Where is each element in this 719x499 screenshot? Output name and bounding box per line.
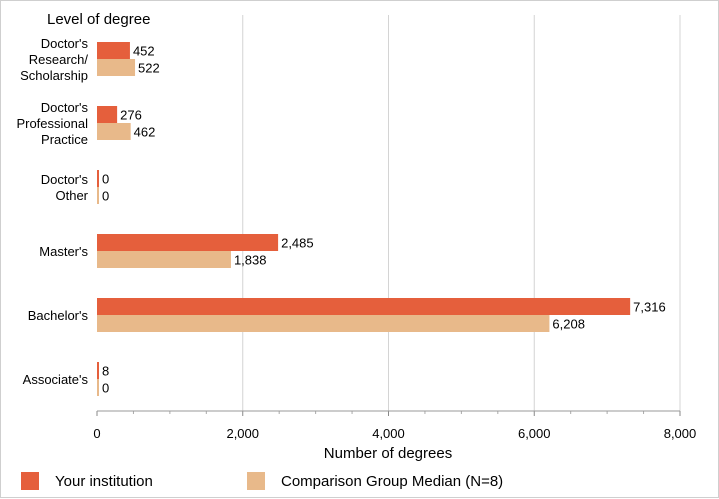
- y-category-label-line: Master's: [39, 244, 88, 259]
- bar-value-labels: 452 522 276 462 0 0 2,485 1,838 7,316 6,208 8 0: [102, 44, 666, 396]
- bar-comparison-median: [97, 59, 136, 76]
- x-tick-label: 8,000: [664, 426, 697, 441]
- bar-value-label: 452: [133, 44, 155, 59]
- y-category-label-line: Associate's: [23, 372, 89, 387]
- bar-comparison-median: [97, 379, 99, 396]
- y-category-label: Doctor's Professional Practice: [16, 100, 88, 147]
- x-axis: 0 2,000 4,000 6,000 8,000: [93, 410, 697, 441]
- bar-comparison-median: [97, 251, 231, 268]
- bar-value-label: 0: [102, 172, 109, 187]
- x-tick-label: 4,000: [372, 426, 405, 441]
- legend-swatch-your-institution: [21, 472, 39, 490]
- legend-swatch-comparison-median: [247, 472, 265, 490]
- bar-value-label: 2,485: [281, 236, 314, 251]
- bar-value-label: 0: [102, 381, 109, 396]
- y-category-label-line: Research/: [29, 52, 89, 67]
- y-category-label: Doctor's Research/Scholarship: [20, 36, 88, 83]
- y-category-label: Master's: [39, 244, 88, 259]
- x-tick-label: 0: [93, 426, 100, 441]
- y-category-label: Doctor's Other: [41, 172, 89, 203]
- legend-label-comparison-median: Comparison Group Median (N=8): [281, 472, 504, 490]
- bars: [97, 42, 631, 396]
- bar-your-institution: [97, 298, 631, 315]
- y-category-label-line: Doctor's: [41, 36, 89, 51]
- y-category-label: Associate's: [23, 372, 89, 387]
- y-category-label-line: Scholarship: [20, 68, 88, 83]
- legend-item-comparison-median: Comparison Group Median (N=8): [247, 471, 503, 491]
- bar-value-label: 276: [120, 108, 142, 123]
- chart-title: Level of degree: [47, 11, 150, 28]
- bar-chart: Level of degree 0 2,000 4,000 6,000 8,000 Do…: [16, 11, 697, 461]
- bar-your-institution: [97, 362, 99, 379]
- gridlines: [242, 15, 681, 411]
- y-category-label-line: Doctor's: [41, 100, 89, 115]
- bar-value-label: 8: [102, 364, 109, 379]
- y-category-label-line: Bachelor's: [28, 308, 89, 323]
- bar-value-label: 462: [134, 125, 156, 140]
- bar-your-institution: [97, 170, 99, 187]
- bar-value-label: 1,838: [234, 253, 267, 268]
- bar-your-institution: [97, 234, 279, 251]
- bar-value-label: 7,316: [633, 300, 666, 315]
- bar-your-institution: [97, 106, 118, 123]
- legend-item-your-institution: Your institution: [21, 471, 153, 491]
- legend-label-your-institution: Your institution: [55, 472, 153, 490]
- x-axis-label: Number of degrees: [324, 445, 452, 461]
- bar-comparison-median: [97, 123, 131, 140]
- bar-comparison-median: [97, 187, 99, 204]
- y-category-label-line: Doctor's: [41, 172, 89, 187]
- bar-comparison-median: [97, 315, 550, 332]
- y-category-label: Bachelor's: [28, 308, 89, 323]
- bar-your-institution: [97, 42, 130, 59]
- x-tick-label: 6,000: [518, 426, 551, 441]
- x-tick-label: 2,000: [226, 426, 259, 441]
- y-category-label-line: Other: [55, 188, 88, 203]
- bar-value-label: 0: [102, 189, 109, 204]
- legend: Your institution Comparison Group Median…: [0, 461, 719, 498]
- y-category-label-line: Practice: [41, 132, 88, 147]
- bar-value-label: 6,208: [552, 317, 585, 332]
- y-category-label-line: Professional: [16, 116, 88, 131]
- chart-frame: Level of degree 0 2,000 4,000 6,000 8,000 Do…: [0, 0, 719, 462]
- bar-value-label: 522: [138, 61, 160, 76]
